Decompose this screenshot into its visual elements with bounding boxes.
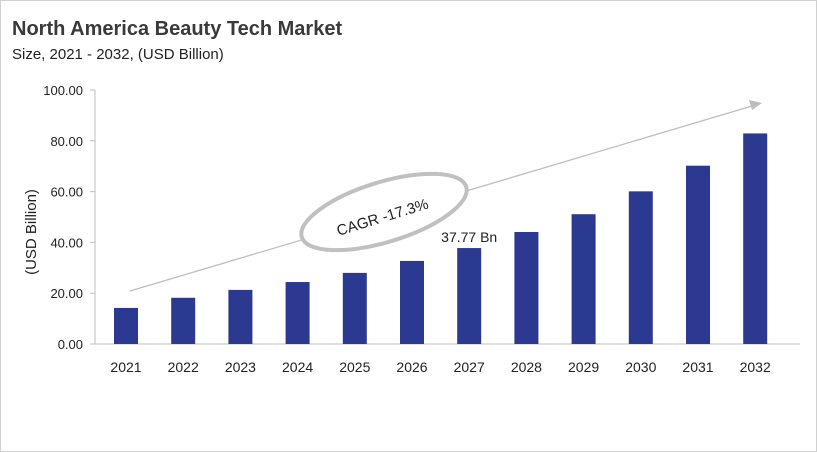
chart-title: North America Beauty Tech Market	[12, 18, 343, 40]
y-tick-label: 60.00	[50, 185, 83, 200]
x-tick-label: 2022	[168, 359, 199, 375]
y-tick-label: 100.00	[43, 83, 83, 98]
y-tick-label: 0.00	[58, 337, 83, 352]
bar-2030	[628, 191, 653, 344]
bar-2028	[514, 231, 539, 344]
bar-2029	[571, 214, 596, 344]
y-tick-label: 40.00	[50, 235, 83, 250]
chart-subtitle: Size, 2021 - 2032, (USD Billion)	[12, 46, 224, 63]
bar-2026	[400, 260, 424, 344]
x-tick-label: 2030	[625, 359, 656, 375]
bar-2023	[228, 289, 253, 344]
bar-2024	[285, 282, 310, 344]
x-tick-label: 2024	[282, 359, 313, 375]
data-label: 37.77 Bn	[441, 229, 497, 245]
cagr-ellipse	[299, 171, 469, 253]
bar-2031	[686, 165, 710, 344]
x-tick-label: 2028	[511, 359, 542, 375]
y-axis-label: (USD Billion)	[23, 189, 40, 275]
x-tick-label: 2031	[682, 359, 713, 375]
bar-2025	[342, 272, 367, 344]
x-tick-label: 2027	[454, 359, 485, 375]
bar-2022	[171, 297, 196, 344]
bar-2032	[743, 133, 768, 344]
x-tick-label: 2026	[396, 359, 427, 375]
x-tick-label: 2029	[568, 359, 599, 375]
x-tick-label: 2023	[225, 359, 256, 375]
y-tick-label: 20.00	[50, 286, 83, 301]
x-tick-label: 2032	[740, 359, 771, 375]
x-tick-label: 2021	[110, 359, 141, 375]
bar-2027	[457, 248, 482, 344]
x-tick-label: 2025	[339, 359, 370, 375]
y-tick-label: 80.00	[50, 134, 83, 149]
bar-2021	[114, 307, 138, 344]
